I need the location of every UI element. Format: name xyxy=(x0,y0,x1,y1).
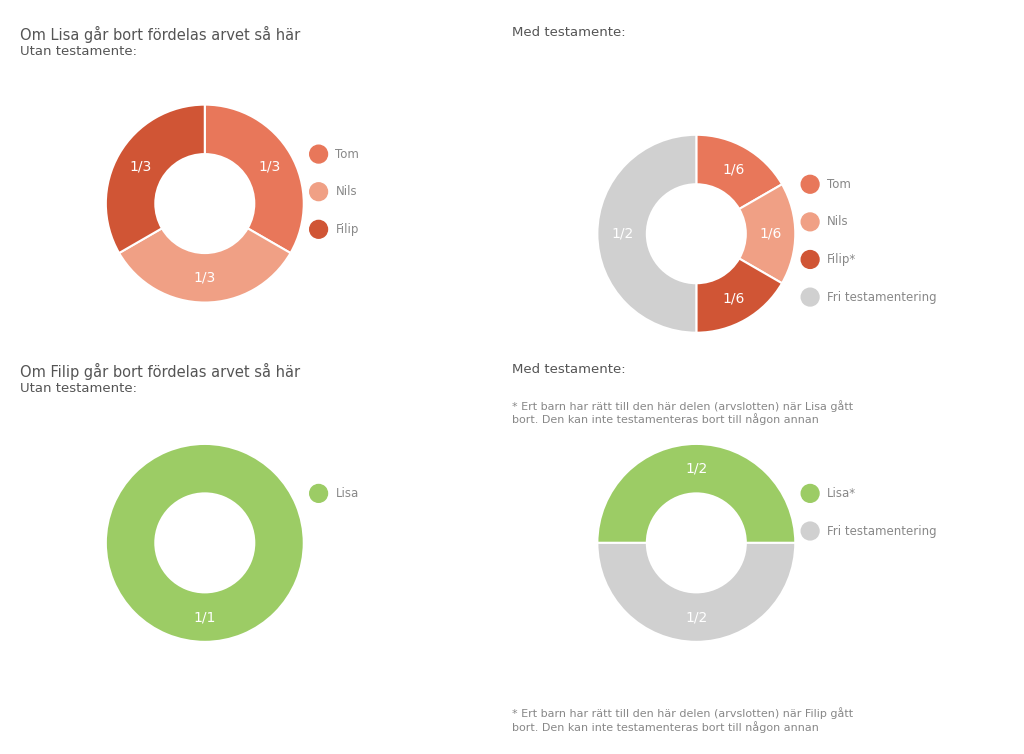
Wedge shape xyxy=(597,444,796,543)
Wedge shape xyxy=(696,259,782,333)
Wedge shape xyxy=(597,543,796,642)
Text: 1/3: 1/3 xyxy=(258,159,281,173)
Circle shape xyxy=(801,213,819,231)
Text: Med testamente:: Med testamente: xyxy=(512,363,626,376)
Text: Fri testamentering: Fri testamentering xyxy=(827,525,937,538)
Text: Utan testamente:: Utan testamente: xyxy=(20,45,137,58)
Wedge shape xyxy=(739,184,796,284)
Wedge shape xyxy=(696,135,782,209)
Wedge shape xyxy=(105,105,205,253)
Circle shape xyxy=(801,522,819,540)
Text: 1/1: 1/1 xyxy=(194,610,216,624)
Circle shape xyxy=(309,485,328,502)
Text: 1/2: 1/2 xyxy=(611,227,633,241)
Text: Om Lisa går bort fördelas arvet så här: Om Lisa går bort fördelas arvet så här xyxy=(20,26,301,44)
Text: Filip: Filip xyxy=(336,223,358,236)
Text: 1/6: 1/6 xyxy=(722,162,744,176)
Circle shape xyxy=(309,146,328,163)
Circle shape xyxy=(801,176,819,193)
Text: Nils: Nils xyxy=(336,185,357,198)
Circle shape xyxy=(309,182,328,201)
Text: Utan testamente:: Utan testamente: xyxy=(20,382,137,395)
Text: Med testamente:: Med testamente: xyxy=(512,26,626,39)
Circle shape xyxy=(801,250,819,268)
Text: Tom: Tom xyxy=(336,148,359,161)
Text: 1/6: 1/6 xyxy=(760,227,781,241)
Text: * Ert barn har rätt till den här delen (arvslotten) när Filip gått
bort. Den kan: * Ert barn har rätt till den här delen (… xyxy=(512,707,853,733)
Text: Nils: Nils xyxy=(827,216,849,228)
Text: Lisa*: Lisa* xyxy=(827,487,856,500)
Circle shape xyxy=(801,288,819,306)
Text: 1/3: 1/3 xyxy=(194,271,216,285)
Text: * Ert barn har rätt till den här delen (arvslotten) när Lisa gått
bort. Den kan : * Ert barn har rätt till den här delen (… xyxy=(512,400,853,425)
Wedge shape xyxy=(119,228,291,302)
Wedge shape xyxy=(597,135,696,333)
Text: 1/2: 1/2 xyxy=(685,610,708,624)
Circle shape xyxy=(801,485,819,502)
Text: Tom: Tom xyxy=(827,178,851,191)
Text: Lisa: Lisa xyxy=(336,487,358,500)
Wedge shape xyxy=(205,105,304,253)
Wedge shape xyxy=(105,444,304,642)
Text: 1/2: 1/2 xyxy=(685,461,708,476)
Text: 1/3: 1/3 xyxy=(129,159,152,173)
Text: Fri testamentering: Fri testamentering xyxy=(827,290,937,304)
Text: 1/6: 1/6 xyxy=(722,291,744,305)
Text: Om Filip går bort fördelas arvet så här: Om Filip går bort fördelas arvet så här xyxy=(20,363,301,381)
Text: Filip*: Filip* xyxy=(827,253,856,266)
Circle shape xyxy=(309,220,328,238)
